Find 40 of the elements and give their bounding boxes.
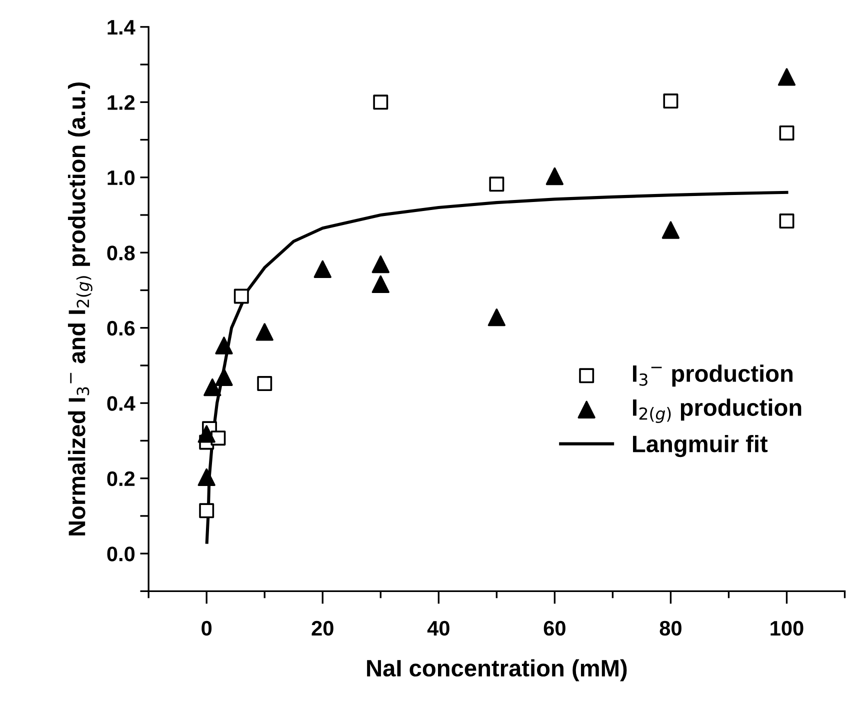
point — [372, 275, 390, 294]
y-tick-label: 0.8 — [107, 246, 135, 260]
x-tick-label: 100 — [770, 620, 804, 636]
point — [256, 323, 274, 341]
point — [373, 94, 388, 110]
point — [779, 125, 794, 140]
point — [215, 336, 233, 354]
legend-label: I$_{2(g)}$ production — [633, 398, 802, 424]
point — [314, 260, 332, 278]
x-tick-label: 40 — [427, 620, 450, 636]
point — [204, 378, 222, 396]
y-tick-label: 0.2 — [107, 471, 135, 486]
y-tick-label: 0.6 — [107, 320, 135, 336]
point — [778, 68, 796, 86]
legend-label: Langmuir fit — [633, 434, 768, 458]
point — [234, 288, 249, 304]
point — [215, 368, 233, 386]
legend-label: I$_{3}$$^{−}$ production — [633, 364, 792, 387]
point — [198, 425, 216, 443]
point — [663, 94, 678, 109]
y-tick-label: 1.0 — [108, 170, 135, 186]
point — [488, 308, 506, 326]
y-tick-label: 0.0 — [107, 546, 135, 562]
point — [199, 503, 214, 518]
x-axis-title: NaI concentration (mM) — [367, 659, 627, 682]
point — [662, 221, 680, 239]
x-tick-label: 80 — [660, 620, 682, 636]
y-axis-title: Normalized I$_{3}$$^{−}$ and I$_{2(g)}$ production (a.u.) — [68, 82, 92, 536]
point — [546, 167, 564, 186]
point — [779, 214, 794, 229]
y-tick-label: 0.4 — [107, 396, 136, 411]
y-tick-label: 1.4 — [108, 20, 136, 34]
point — [257, 376, 272, 392]
x-tick-label: 60 — [544, 620, 566, 636]
x-tick-label: 0 — [202, 620, 212, 636]
point — [489, 176, 504, 192]
x-tick-label: 20 — [312, 620, 334, 636]
point — [372, 255, 390, 274]
point — [198, 468, 216, 486]
y-tick-label: 1.2 — [108, 95, 135, 110]
